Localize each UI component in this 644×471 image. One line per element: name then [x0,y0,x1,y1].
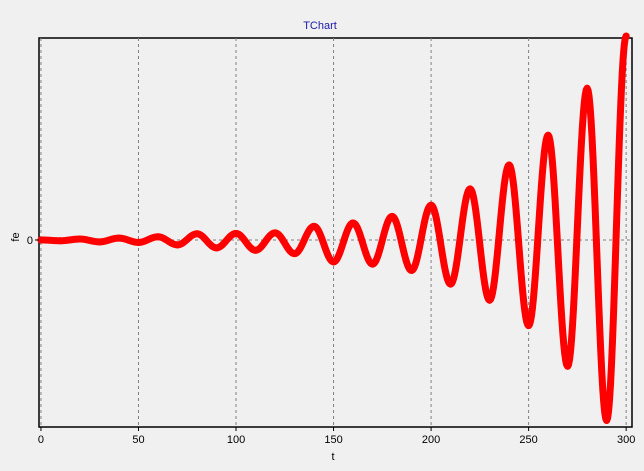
data-point-0-16 [349,219,357,227]
data-point-0-25 [525,322,533,330]
x-tick-label-300: 300 [617,434,635,446]
x-tick-label-150: 150 [324,434,342,446]
x-tick-label-100: 100 [227,434,245,446]
data-point-0-17 [369,260,377,268]
data-point-0-30 [622,32,630,40]
data-point-0-13 [291,250,299,258]
data-point-0-22 [466,185,474,193]
data-point-0-1 [56,237,64,245]
data-point-0-18 [388,212,396,220]
data-point-0-27 [564,362,572,370]
x-axis-label: t [331,451,334,463]
data-point-0-26 [544,131,552,139]
data-point-0-11 [252,246,260,254]
x-tick-label-50: 50 [132,434,144,446]
data-point-0-9 [213,244,221,252]
series-layer [37,32,630,424]
data-point-0-21 [447,280,455,288]
data-point-0-6 [154,233,162,241]
data-point-0-5 [134,238,142,246]
data-point-0-4 [115,234,123,242]
data-point-0-3 [95,238,103,246]
y-tick-label-0: 0 [27,235,33,247]
x-tick-label-200: 200 [422,434,440,446]
y-axis-label: fe [10,232,22,241]
data-point-0-2 [76,235,84,243]
tick-layer: 0 50 100 150 200 250 300 0 [27,235,635,446]
data-point-0-29 [603,416,611,424]
plot-frame [38,37,633,428]
data-point-0-8 [193,230,201,238]
data-point-0-19 [408,266,416,274]
data-point-0-0 [37,236,45,244]
data-point-0-24 [505,161,513,169]
data-point-0-20 [427,201,435,209]
x-tick-label-250: 250 [519,434,537,446]
data-point-0-23 [486,296,494,304]
data-point-0-28 [583,84,591,92]
data-point-0-10 [232,229,240,237]
chart-title: TChart [303,20,337,32]
data-point-0-15 [330,258,338,266]
data-point-0-14 [310,222,318,230]
data-point-0-7 [174,241,181,249]
data-point-0-12 [271,229,279,237]
x-tick-label-0: 0 [38,434,44,446]
